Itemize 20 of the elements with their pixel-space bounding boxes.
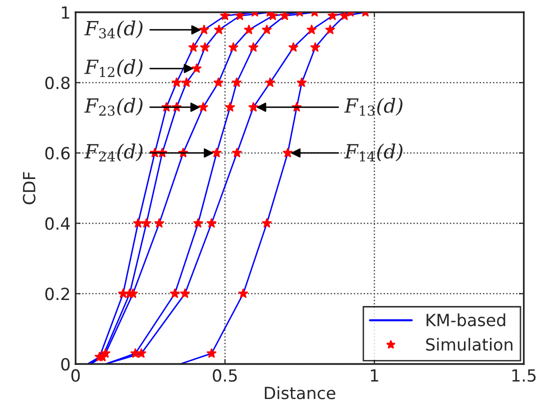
y-tick-label: 0 [61, 358, 70, 371]
x-tick-label: 1.5 [512, 369, 536, 382]
annotation: F$_{12}$(d) [84, 59, 142, 77]
x-tick-label: 0 [71, 369, 80, 382]
x-tick-label: 0.5 [212, 369, 237, 382]
annotation: F$_{13}$(d) [344, 98, 402, 116]
annotation: F$_{34}$(d) [84, 20, 142, 38]
legend-label: KM-based [426, 313, 506, 326]
y-tick-label: 0.2 [45, 288, 70, 300]
legend-label: Simulation [426, 338, 512, 351]
y-tick-label: 0.8 [45, 76, 70, 90]
x-tick-label: 1 [370, 369, 378, 382]
y-axis-title: CDF [22, 172, 36, 204]
y-tick-label: 0.4 [45, 217, 70, 230]
y-tick-label: 1 [62, 6, 70, 19]
x-axis-title: Distance [264, 386, 336, 400]
annotation: F$_{24}$(d) [84, 144, 142, 162]
y-tick-label: 0.6 [45, 146, 70, 160]
annotation: F$_{14}$(d) [344, 144, 402, 162]
annotation: F$_{23}$(d) [84, 98, 142, 116]
